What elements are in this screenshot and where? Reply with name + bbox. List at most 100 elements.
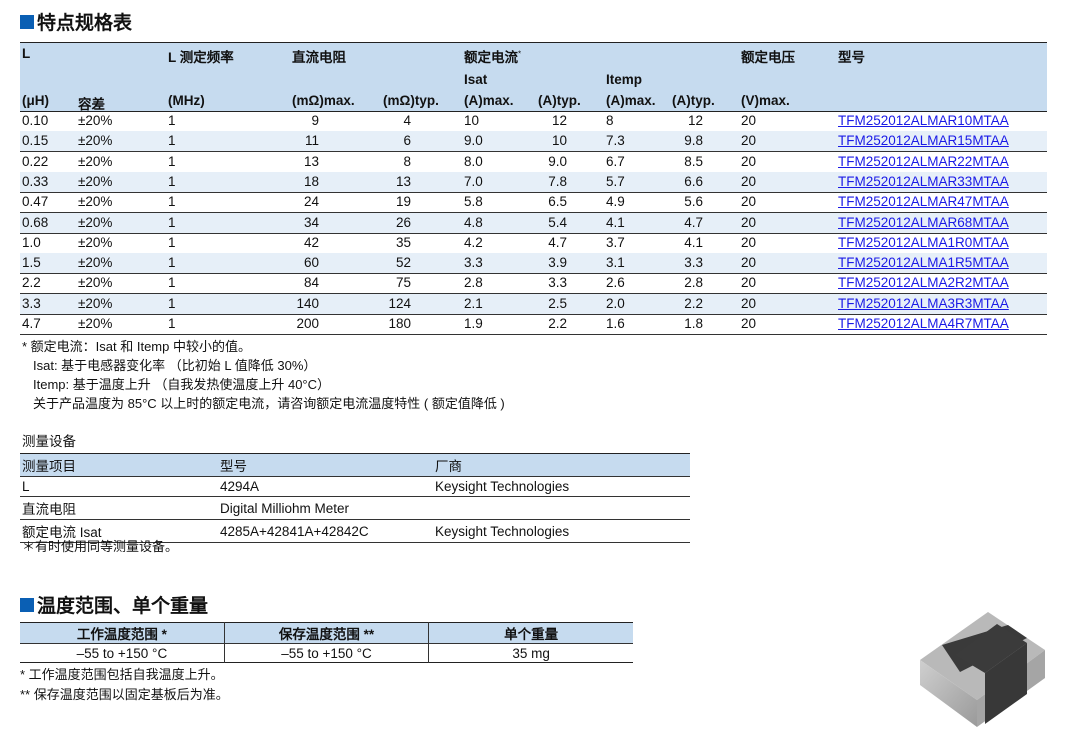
spec-title: 特点规格表 <box>20 8 132 35</box>
itemp-max: 3.1 <box>606 255 625 271</box>
tolerance: ±20% <box>78 214 113 230</box>
itemp-typ: 4.1 <box>684 234 703 250</box>
h-rated-mark: * <box>518 49 522 59</box>
voltage: 20 <box>741 113 757 128</box>
isat-typ: 3.9 <box>548 255 567 271</box>
isat-max: 5.8 <box>464 194 483 210</box>
isat-typ: 2.2 <box>548 316 567 331</box>
freq: 1 <box>168 316 176 331</box>
tolerance: ±20% <box>78 153 113 169</box>
h-volt-unit: (V)max. <box>741 93 790 108</box>
eq-item: 额定电流 Isat <box>22 525 102 540</box>
spec-row: 3.3 ±20% 1 140 124 2.1 2.5 2.0 2.2 20 TFM252012ALM… <box>20 293 1047 315</box>
itemp-max: 2.0 <box>606 295 625 311</box>
temp-title: 温度范围、单个重量 <box>20 591 208 618</box>
equipment-row: L 4294A Keysight Technologies <box>20 477 690 497</box>
eq-model: 4285A+42841A+42842C <box>220 523 369 539</box>
part-number-link[interactable]: TFM252012ALMA1R5MTAA <box>838 255 1009 271</box>
h-isat-max: (A)max. <box>464 93 514 108</box>
freq: 1 <box>168 113 176 128</box>
part-number-link[interactable]: TFM252012ALMAR10MTAA <box>838 113 1009 128</box>
th-storage-temp: 保存温度范围 ** <box>223 622 429 644</box>
voltage: 20 <box>741 173 757 189</box>
voltage: 20 <box>741 316 757 331</box>
part-number-link[interactable]: TFM252012ALMA1R0MTAA <box>838 234 1009 250</box>
itemp-max: 3.7 <box>606 234 625 250</box>
inductance: 0.47 <box>22 194 49 210</box>
isat-typ: 7.8 <box>548 173 567 189</box>
itemp-typ: 1.8 <box>684 316 703 331</box>
itemp-typ: 4.7 <box>684 214 703 230</box>
dcr-typ: 180 <box>388 316 411 331</box>
isat-typ: 5.4 <box>548 214 567 230</box>
eq-h-item: 测量项目 <box>22 459 76 474</box>
inductance: 1.0 <box>22 234 41 250</box>
h-dcr: 直流电阻 <box>292 50 346 65</box>
spec-table-header: L (μH) 容差 L 测定频率 (MHz) 直流电阻 (mΩ)max. (mΩ… <box>20 42 1047 112</box>
isat-max: 3.3 <box>464 255 483 271</box>
temp-note-1: * 工作温度范围包括自我温度上升。 <box>20 667 224 682</box>
eq-model: Digital Milliohm Meter <box>220 500 350 516</box>
dcr-max: 34 <box>303 214 319 230</box>
itemp-typ: 5.6 <box>684 194 703 210</box>
spec-note-1: * 额定电流：Isat 和 Itemp 中较小的值。 <box>22 339 251 354</box>
voltage: 20 <box>741 194 757 210</box>
itemp-max: 2.6 <box>606 275 625 291</box>
isat-max: 8.0 <box>464 153 483 169</box>
tolerance: ±20% <box>78 194 113 210</box>
h-isat-typ: (A)typ. <box>538 93 581 108</box>
dcr-max: 24 <box>303 194 319 210</box>
voltage: 20 <box>741 275 757 291</box>
dcr-typ: 19 <box>395 194 411 210</box>
dcr-max: 60 <box>303 255 319 271</box>
itemp-typ: 2.8 <box>684 275 703 291</box>
isat-max: 9.0 <box>464 133 483 149</box>
freq: 1 <box>168 214 176 230</box>
part-number-link[interactable]: TFM252012ALMAR68MTAA <box>838 214 1009 230</box>
inductance: 3.3 <box>22 295 41 311</box>
inductance: 0.10 <box>22 113 49 128</box>
part-number-link[interactable]: TFM252012ALMAR15MTAA <box>838 133 1009 149</box>
part-number-link[interactable]: TFM252012ALMAR33MTAA <box>838 173 1009 189</box>
inductance: 4.7 <box>22 316 41 331</box>
part-number-link[interactable]: TFM252012ALMAR22MTAA <box>838 153 1009 169</box>
dcr-typ: 13 <box>395 173 411 189</box>
itemp-typ: 6.6 <box>684 173 703 189</box>
part-number-link[interactable]: TFM252012ALMA2R2MTAA <box>838 275 1009 291</box>
square-bullet-icon <box>20 597 34 612</box>
dcr-max: 18 <box>303 173 319 189</box>
tolerance: ±20% <box>78 113 113 128</box>
itemp-max: 4.1 <box>606 214 625 230</box>
eq-vendor <box>433 497 690 520</box>
inductance: 0.15 <box>22 133 49 149</box>
inductance: 0.22 <box>22 153 49 169</box>
spec-row: 0.22 ±20% 1 13 8 8.0 9.0 6.7 8.5 20 TFM252012ALMAR… <box>20 152 1047 173</box>
h-part: 型号 <box>838 50 865 65</box>
part-number-link[interactable]: TFM252012ALMA4R7MTAA <box>838 316 1009 331</box>
freq: 1 <box>168 194 176 210</box>
dcr-max: 11 <box>304 133 319 149</box>
spec-title-text: 特点规格表 <box>37 13 133 34</box>
spec-row: 0.47 ±20% 1 24 19 5.8 6.5 4.9 5.6 20 TFM252012ALMA… <box>20 192 1047 214</box>
part-number-link[interactable]: TFM252012ALMA3R3MTAA <box>838 295 1009 311</box>
spec-row: 0.10 ±20% 1 9 4 10 12 8 12 20 TFM252012ALMAR10MTAA <box>20 111 1047 132</box>
h-rated: 额定电流* <box>464 46 521 66</box>
isat-typ: 2.5 <box>548 295 567 311</box>
tolerance: ±20% <box>78 173 113 189</box>
inductance: 0.33 <box>22 173 49 189</box>
spec-note-3: Itemp: 基于温度上升 （自我发热使温度上升 40°C） <box>33 377 331 392</box>
equipment-row: 额定电流 Isat 4285A+42841A+42842C Keysight Tec… <box>20 520 690 543</box>
temp-title-text: 温度范围、单个重量 <box>37 596 209 617</box>
h-freq-unit: (MHz) <box>168 93 205 108</box>
isat-max: 4.2 <box>464 234 483 250</box>
part-number-link[interactable]: TFM252012ALMAR47MTAA <box>838 194 1009 210</box>
inductance: 0.68 <box>22 214 49 230</box>
temp-note-2: ** 保存温度范围以固定基板后为准。 <box>20 687 229 702</box>
itemp-max: 4.9 <box>606 194 625 210</box>
inductor-chip-image <box>920 612 1045 727</box>
h-tol: 容差 <box>78 97 105 112</box>
voltage: 20 <box>741 255 757 271</box>
itemp-typ: 2.2 <box>684 295 703 311</box>
freq: 1 <box>168 173 176 189</box>
spec-row: 0.15 ±20% 1 11 6 9.0 10 7.3 9.8 20 TFM252012ALMAR1… <box>20 131 1047 153</box>
